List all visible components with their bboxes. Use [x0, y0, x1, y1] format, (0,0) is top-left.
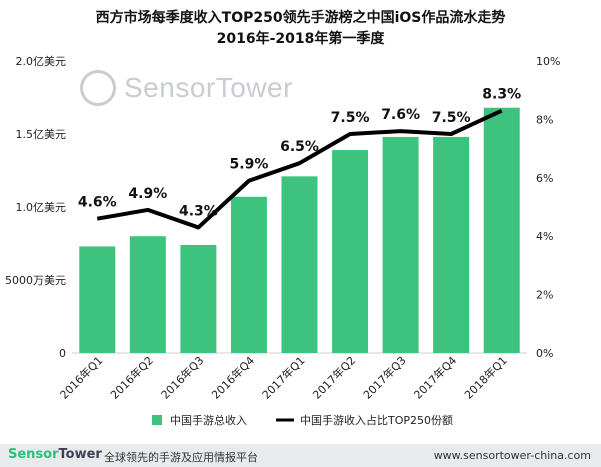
footer-bar: SensorTower 全球领先的手游及应用情报平台 www.sensortow…: [0, 444, 601, 467]
share-line: [96, 108, 503, 230]
right-tick-label: 0%: [536, 347, 553, 360]
right-tick-label: 6%: [536, 172, 553, 185]
x-tick-label: 2017年Q3: [360, 353, 409, 402]
bar: [382, 136, 419, 353]
bar: [180, 244, 217, 353]
x-tick-label: 2016年Q3: [158, 353, 207, 402]
data-label: 7.6%: [381, 107, 420, 123]
x-tick-label: 2016年Q4: [209, 353, 258, 402]
footer-logo-tower: Tower: [58, 447, 102, 462]
left-tick-label: 5000万美元: [5, 274, 66, 287]
right-tick-label: 10%: [536, 55, 560, 68]
right-tick-label: 4%: [536, 230, 553, 243]
bar: [230, 196, 267, 353]
left-tick-label: 0: [59, 347, 66, 360]
x-tick-label: 2017年Q2: [310, 353, 359, 402]
data-label: 7.5%: [432, 110, 471, 126]
x-tick-label: 2016年Q1: [57, 353, 106, 402]
footer-slogan: 全球领先的手游及应用情报平台: [104, 451, 258, 464]
bar: [79, 246, 116, 353]
bar: [433, 136, 470, 353]
legend-bar-label: 中国手游总收入: [170, 413, 247, 427]
chart-subtitle: 2016年-2018年第一季度: [216, 31, 385, 47]
left-tick-label: 1.0亿美元: [16, 201, 67, 214]
chart-title: 西方市场每季度收入TOP250领先手游榜之中国iOS作品流水走势: [95, 10, 506, 26]
data-label: 7.5%: [331, 110, 370, 126]
combo-chart: 0 5000万美元 1.0亿美元 1.5亿美元 2.0亿美元 0% 2% 4% 6% 8% 10% 2…: [5, 55, 560, 427]
footer-url[interactable]: www.sensortower-china.com: [433, 449, 591, 462]
x-tick-label: 2017年Q4: [411, 353, 460, 402]
data-label: 4.6%: [78, 195, 117, 211]
x-tick-label: 2018年Q1: [461, 353, 510, 402]
sensortower-watermark-icon: [80, 70, 116, 106]
legend-bar-swatch: [152, 415, 162, 425]
left-tick-label: 2.0亿美元: [16, 55, 67, 68]
watermark-text: SensorTower: [124, 72, 293, 103]
bar: [332, 150, 369, 353]
footer-logo-sensor: Sensor: [8, 447, 59, 462]
bar: [129, 236, 166, 353]
x-tick-label: 2016年Q2: [107, 353, 156, 402]
bar: [281, 176, 318, 353]
data-label: 4.3%: [179, 203, 218, 219]
data-label: 4.9%: [128, 186, 167, 202]
data-label: 5.9%: [230, 157, 269, 173]
x-tick-label: 2017年Q1: [259, 353, 308, 402]
legend-line-label: 中国手游收入占比TOP250份额: [300, 413, 453, 427]
right-tick-label: 8%: [536, 113, 553, 126]
bar: [483, 107, 520, 353]
data-label: 6.5%: [280, 139, 319, 155]
data-label: 8.3%: [482, 87, 521, 103]
footer-logo: SensorTower: [8, 447, 102, 462]
right-tick-label: 2%: [536, 289, 553, 302]
left-tick-label: 1.5亿美元: [16, 128, 67, 141]
